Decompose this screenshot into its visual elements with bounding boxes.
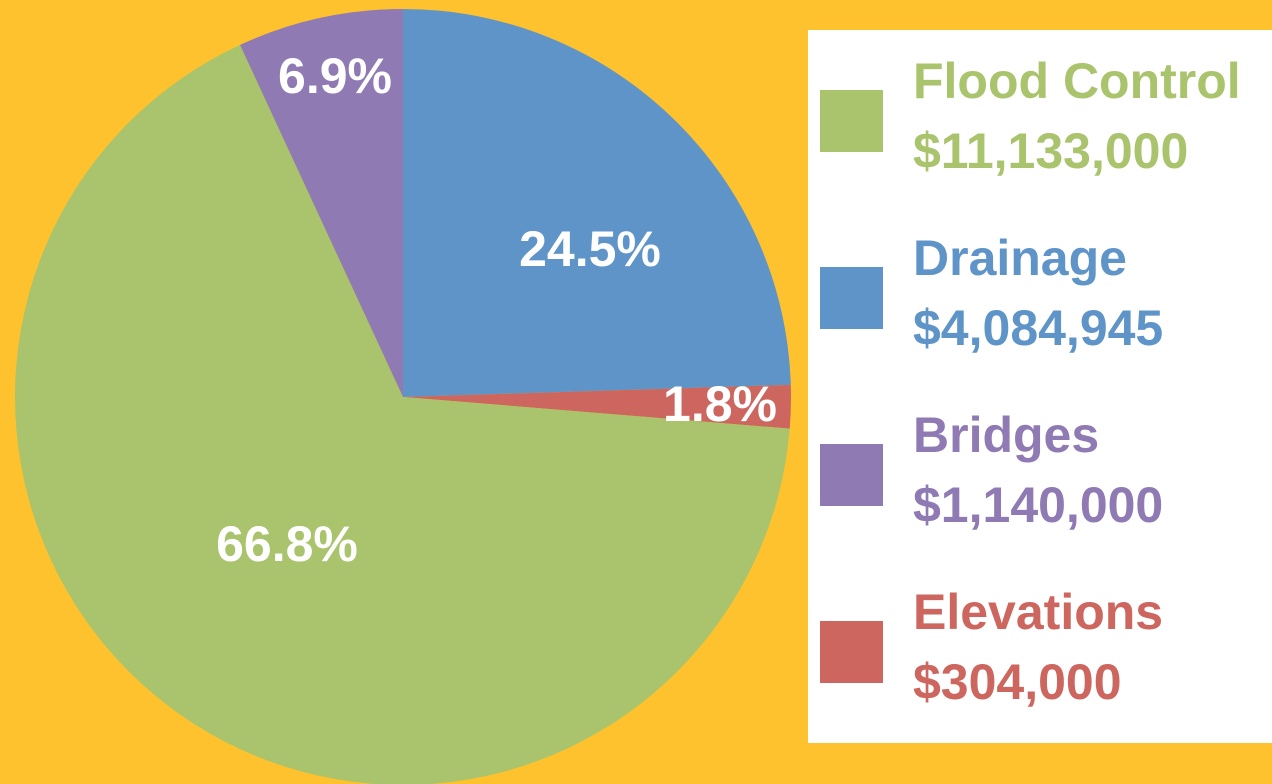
- legend-swatch: [820, 621, 883, 683]
- data-label: 6.9%: [278, 48, 392, 104]
- data-label: 24.5%: [519, 221, 661, 277]
- legend-swatch: [820, 267, 883, 329]
- pie-slice: [240, 8, 403, 397]
- legend-label: Flood Control: [913, 53, 1241, 109]
- data-label: 66.8%: [216, 516, 358, 572]
- pie: [15, 8, 791, 784]
- legend-label: Bridges: [913, 407, 1099, 463]
- legend-swatch: [820, 90, 883, 152]
- legend: Flood Control $11,133,000 Drainage $4,084,9…: [820, 53, 1241, 710]
- pie-slice: [15, 44, 790, 784]
- pie-slice: [403, 9, 791, 397]
- legend-amount: $11,133,000: [913, 123, 1188, 179]
- pie-slice: [403, 384, 791, 429]
- legend-amount: $1,140,000: [913, 477, 1163, 533]
- legend-box: [808, 30, 1272, 743]
- legend-amount: $304,000: [913, 654, 1122, 710]
- legend-amount: $4,084,945: [913, 300, 1163, 356]
- legend-swatch: [820, 444, 883, 506]
- legend-label: Elevations: [913, 584, 1163, 640]
- legend-label: Drainage: [913, 230, 1127, 286]
- data-label: 1.8%: [663, 376, 777, 432]
